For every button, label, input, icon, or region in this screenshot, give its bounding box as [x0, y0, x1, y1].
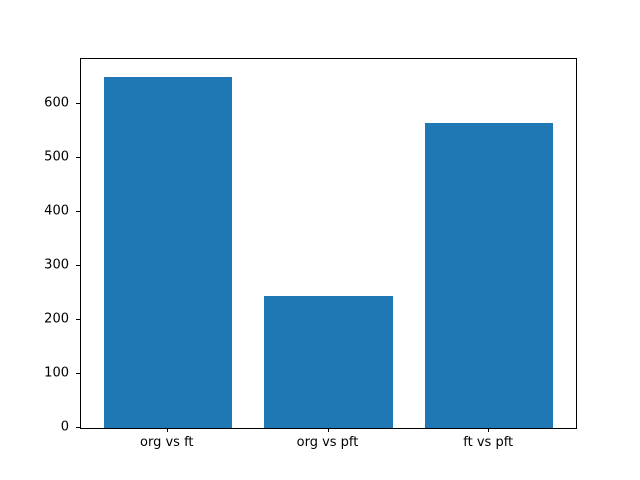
y-tick-label: 100 [44, 365, 69, 381]
y-tick-mark [76, 373, 80, 374]
y-tick-mark [76, 427, 80, 428]
y-tick-mark [76, 319, 80, 320]
plot-area [80, 58, 577, 429]
y-tick-label: 300 [44, 257, 69, 273]
y-tick-label: 500 [44, 149, 69, 165]
y-tick-label: 0 [60, 419, 69, 435]
x-tick-label: org vs ft [140, 435, 194, 450]
y-tick-label: 600 [44, 95, 69, 111]
y-tick-label: 400 [44, 203, 69, 219]
y-tick-label: 200 [44, 311, 69, 327]
x-tick-label: ft vs pft [463, 435, 514, 450]
x-tick-label: org vs pft [296, 435, 359, 450]
bar-org-vs-pft [264, 295, 393, 428]
y-tick-mark [76, 211, 80, 212]
bar-ft-vs-pft [424, 122, 554, 428]
x-tick-mark [167, 428, 168, 432]
y-tick-mark [76, 157, 80, 158]
x-tick-mark [488, 428, 489, 432]
bar-org-vs-ft [103, 76, 233, 428]
y-tick-mark [76, 265, 80, 266]
y-tick-mark [76, 103, 80, 104]
x-tick-mark [328, 428, 329, 432]
